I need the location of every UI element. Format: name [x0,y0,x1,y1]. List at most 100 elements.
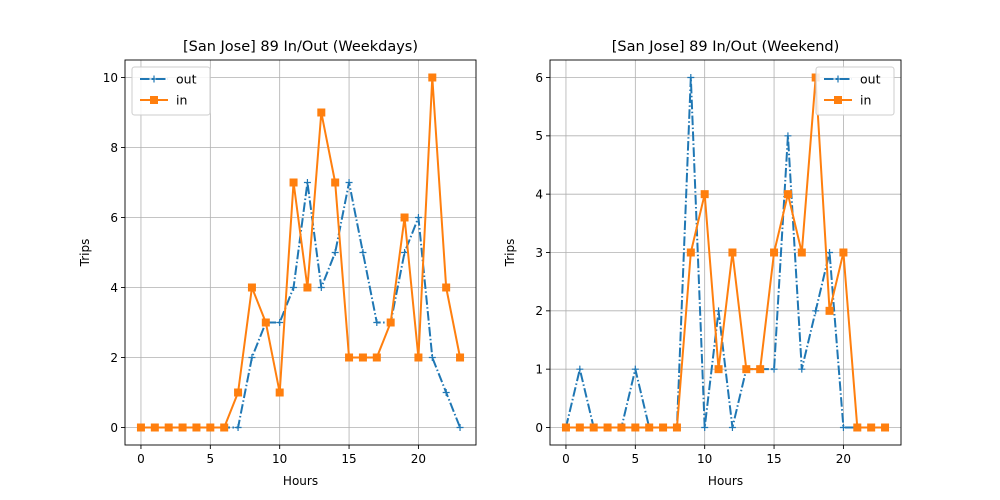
chart-2-point-in [631,423,640,432]
chart-1-y-tick-label: 0 [110,421,118,435]
chart-2-point-in [645,423,654,432]
chart-1-point-in [442,283,451,292]
chart-2-point-in [839,248,848,257]
chart-1-point-out [442,389,450,396]
chart-2-point-in [617,423,626,432]
chart-1-point-in [303,283,312,292]
chart-1-point-out [414,214,422,221]
chart-1-point-in [206,423,215,432]
chart-1-axes-frame [124,59,477,446]
chart-2-point-in [770,248,779,257]
chart-1-point-out [456,424,464,431]
chart-2-point-out [715,307,723,315]
chart-2-point-out [576,365,584,373]
chart-2-y-tick-label: 3 [535,246,543,260]
chart-1-y-tick-label: 2 [110,351,118,365]
chart-1-legend: out in [131,66,211,116]
chart-2-x-axis-label: Hours [708,474,743,488]
chart-2-point-out [784,132,792,140]
chart-2-point-out [701,424,709,431]
chart-1-point-in [386,318,395,327]
chart-1-point-out [276,319,284,326]
chart-2-legend-label-out: out [860,72,881,87]
chart-2-point-out [728,424,736,431]
chart-1-point-out [331,249,339,256]
chart-2-point-out [687,74,695,81]
chart-2-point-in [700,190,709,199]
chart-2-point-out [826,249,834,256]
chart-1-point-in [192,423,201,432]
chart-2-point-out [812,307,820,315]
chart-2-point-in [783,190,792,199]
chart-2-point-in [881,423,890,432]
chart-2: 0 5 10 15 20 0 1 2 3 4 5 6 Hours Trips [San Jose] 89 I… [503,39,902,488]
chart-1-y-tick-label: 6 [110,211,118,225]
chart-2-y-tick-label: 4 [535,187,543,201]
chart-1-series-in [136,73,465,432]
chart-1-y-tick-label: 8 [110,141,118,155]
chart-2-point-out [839,424,847,431]
chart-2-y-tick-label: 1 [535,362,543,376]
chart-2-point-in [589,423,598,432]
chart-1-y-tick-label: 10 [103,71,118,85]
chart-1-point-in [247,283,256,292]
chart-2-point-out [770,365,778,373]
chart-1-y-tick-label: 4 [110,281,118,295]
chart-2-title: [San Jose] 89 In/Out (Weekend) [612,39,840,55]
chart-1-point-out [317,284,325,291]
chart-1-point-in [331,178,340,187]
chart-1-point-in [400,213,409,222]
chart-2-y-tick-label: 6 [535,71,543,85]
chart-1-point-out [234,424,242,431]
chart-2-point-in [867,423,876,432]
chart-1-point-out [303,179,311,186]
chart-2-point-in [742,365,751,374]
chart-2-legend-marker-out [834,75,842,83]
chart-1-point-in [164,423,173,432]
chart-1-point-in [150,423,159,432]
chart-1: 0 5 10 15 20 0 2 4 6 8 10 Hours Trips [San Jose] 89 I… [78,39,477,488]
chart-2-ticks: 0 5 10 15 20 0 1 2 3 4 5 6 [535,71,851,466]
chart-1-point-out [248,354,256,361]
chart-1-grid [125,60,476,445]
chart-2-legend: out in [815,66,895,116]
chart-1-point-in [234,388,243,397]
chart-1-point-in [456,353,465,362]
chart-1-point-in [414,353,423,362]
chart-2-point-in [825,306,834,315]
chart-2-x-tick-label: 10 [697,452,712,466]
chart-2-point-in [686,248,695,257]
chart-2-y-tick-label: 0 [535,421,543,435]
chart-1-point-out [345,179,353,186]
chart-1-point-in [275,388,284,397]
chart-1-legend-box [131,66,211,116]
chart-2-point-in [756,365,765,374]
chart-1-point-in [220,423,229,432]
chart-1-x-tick-label: 20 [411,452,426,466]
chart-1-x-axis-label: Hours [283,474,318,488]
chart-1-point-in [261,318,270,327]
chart-2-series-in [561,73,890,432]
chart-2-x-tick-label: 0 [562,452,570,466]
chart-1-x-tick-label: 0 [137,452,145,466]
chart-1-ticks: 0 5 10 15 20 0 2 4 6 8 10 [103,71,426,466]
chart-1-point-in [136,423,145,432]
chart-1-y-axis-label: Trips [78,239,92,268]
chart-1-title: [San Jose] 89 In/Out (Weekdays) [183,39,418,55]
chart-1-point-out [373,319,381,326]
chart-1-legend-marker-in [150,96,158,104]
chart-2-point-in [603,423,612,432]
chart-2-x-tick-label: 20 [836,452,851,466]
chart-2-y-axis-label: Trips [503,239,517,268]
chart-2-x-tick-label: 15 [766,452,781,466]
chart-1-point-out [290,284,298,291]
chart-2-legend-label-in: in [860,93,871,108]
chart-2-point-in [853,423,862,432]
chart-1-point-in [317,108,326,117]
chart-2-point-in [728,248,737,257]
chart-2-legend-box [815,66,895,116]
chart-1-x-tick-label: 15 [341,452,356,466]
chart-1-point-out [359,249,367,256]
chart-1-x-tick-label: 10 [272,452,287,466]
